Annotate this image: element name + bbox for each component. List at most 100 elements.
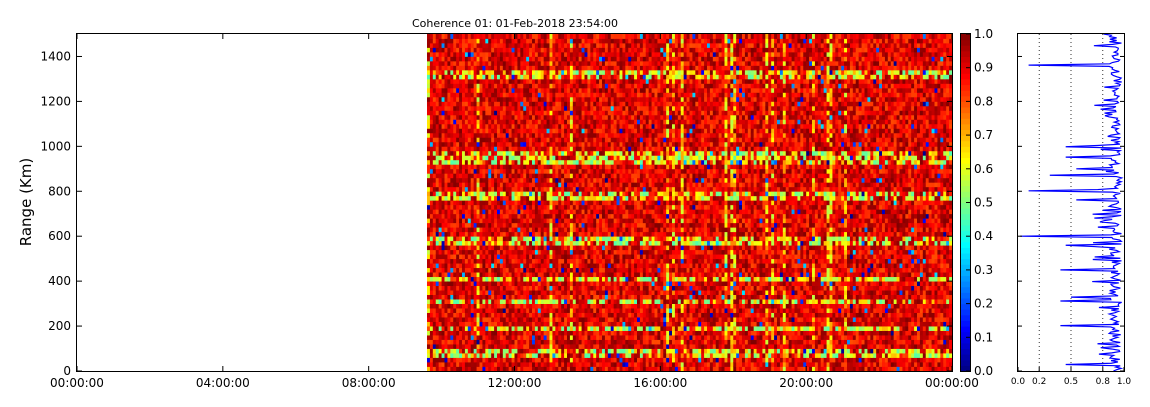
heatmap-cell xyxy=(581,186,585,192)
heatmap-cell xyxy=(602,366,606,372)
heatmap-cell xyxy=(467,164,472,170)
heatmap-cell xyxy=(462,231,466,237)
heatmap-cell xyxy=(561,339,565,345)
heatmap-cell xyxy=(488,146,492,152)
heatmap-cell xyxy=(514,65,518,71)
heatmap-cell xyxy=(470,263,475,269)
heatmap-cell xyxy=(494,267,498,273)
heatmap-cell xyxy=(514,240,518,246)
heatmap-cell xyxy=(607,173,612,179)
heatmap-cell xyxy=(540,272,545,278)
heatmap-cell xyxy=(526,173,530,179)
heatmap-cell xyxy=(526,263,530,269)
heatmap-cell xyxy=(473,159,477,165)
heatmap-cell xyxy=(473,173,477,179)
heatmap-cell xyxy=(499,141,504,147)
heatmap-cell xyxy=(438,47,442,53)
heatmap-cell xyxy=(491,101,495,107)
heatmap-cell xyxy=(613,267,617,273)
heatmap-cell xyxy=(517,132,521,138)
heatmap-cell xyxy=(523,362,527,367)
heatmap-cell xyxy=(546,47,550,53)
heatmap-cell xyxy=(613,101,617,107)
heatmap-cell xyxy=(578,155,582,161)
heatmap-cell xyxy=(467,213,472,219)
heatmap-cell xyxy=(450,123,454,129)
heatmap-cell xyxy=(532,285,536,291)
heatmap-cell xyxy=(578,231,582,237)
heatmap-cell xyxy=(578,47,582,53)
heatmap-cell xyxy=(546,105,550,111)
heatmap-cell xyxy=(488,213,492,219)
heatmap-cell xyxy=(534,285,539,291)
heatmap-cell xyxy=(447,353,451,358)
heatmap-cell xyxy=(529,123,533,129)
heatmap-cell xyxy=(575,272,580,278)
heatmap-cell xyxy=(508,281,512,287)
heatmap-cell xyxy=(476,51,480,57)
heatmap-cell xyxy=(467,119,472,125)
heatmap-cell xyxy=(462,132,466,138)
heatmap-cell xyxy=(534,34,539,39)
heatmap-cell xyxy=(523,330,527,336)
heatmap-cell xyxy=(552,164,556,170)
heatmap-cell xyxy=(610,51,615,57)
heatmap-cell xyxy=(520,159,524,165)
heatmap-cell xyxy=(514,312,518,318)
heatmap-cell xyxy=(497,353,501,358)
heatmap-cell xyxy=(467,326,472,331)
heatmap-cell xyxy=(558,245,562,251)
heatmap-cell xyxy=(590,69,594,75)
heatmap-cell xyxy=(476,195,480,201)
heatmap-cell xyxy=(523,51,527,57)
heatmap-cell xyxy=(479,339,483,345)
heatmap-cell xyxy=(596,218,600,224)
heatmap-cell xyxy=(485,308,489,313)
heatmap-cell xyxy=(590,281,594,287)
heatmap-cell xyxy=(540,195,545,201)
heatmap-cell xyxy=(587,74,591,80)
heatmap-cell xyxy=(561,344,565,349)
heatmap-cell xyxy=(444,114,448,120)
heatmap-cell xyxy=(523,47,527,53)
heatmap-cell xyxy=(476,114,480,120)
heatmap-cell xyxy=(581,213,585,219)
heatmap-cell xyxy=(462,204,466,210)
heatmap-cell xyxy=(447,357,451,363)
heatmap-cell xyxy=(494,191,498,197)
heatmap-cell xyxy=(502,276,507,282)
heatmap-cell xyxy=(482,330,486,336)
heatmap-cell xyxy=(464,258,469,264)
heatmap-cell xyxy=(607,123,612,129)
heatmap-cell xyxy=(619,312,623,318)
heatmap-cell xyxy=(488,227,492,233)
heatmap-cell xyxy=(441,83,445,89)
heatmap-cell xyxy=(616,150,620,156)
heatmap-cell xyxy=(540,330,545,336)
heatmap-cell xyxy=(435,34,440,39)
heatmap-cell xyxy=(479,141,483,147)
heatmap-cell xyxy=(491,137,495,143)
heatmap-cell xyxy=(491,78,495,84)
heatmap-cell xyxy=(453,186,457,192)
heatmap-cell xyxy=(511,240,515,246)
heatmap-cell xyxy=(499,267,504,273)
heatmap-cell xyxy=(476,258,480,264)
heatmap-cell xyxy=(590,56,594,62)
heatmap-cell xyxy=(482,290,486,296)
heatmap-cell xyxy=(561,326,565,331)
heatmap-cell xyxy=(497,245,501,251)
heatmap-cell xyxy=(607,38,612,44)
heatmap-cell xyxy=(514,87,518,93)
heatmap-cell xyxy=(613,92,617,98)
heatmap-cell xyxy=(555,87,559,93)
heatmap-cell xyxy=(549,123,553,129)
heatmap-cell xyxy=(435,321,440,327)
heatmap-cell xyxy=(464,74,469,80)
heatmap-cell xyxy=(590,173,594,179)
heatmap-cell xyxy=(476,164,480,170)
heatmap-cell xyxy=(578,128,582,134)
heatmap-cell xyxy=(526,272,530,278)
heatmap-cell xyxy=(459,74,463,80)
heatmap-cell xyxy=(488,308,492,313)
